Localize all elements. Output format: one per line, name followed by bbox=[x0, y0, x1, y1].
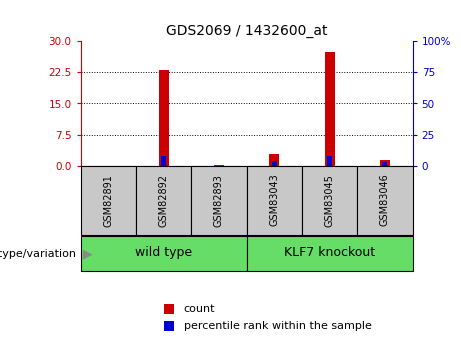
Bar bbox=[164, 321, 174, 331]
Bar bbox=[380, 160, 390, 166]
Bar bbox=[81, 237, 247, 270]
Bar bbox=[214, 165, 224, 166]
Bar bbox=[161, 156, 166, 166]
Bar bbox=[383, 162, 387, 166]
Text: GSM83043: GSM83043 bbox=[269, 174, 279, 226]
Bar bbox=[272, 161, 277, 166]
Text: GSM83046: GSM83046 bbox=[380, 174, 390, 226]
Title: GDS2069 / 1432600_at: GDS2069 / 1432600_at bbox=[166, 23, 327, 38]
Text: genotype/variation: genotype/variation bbox=[0, 249, 76, 258]
Bar bbox=[159, 70, 169, 166]
Text: ▶: ▶ bbox=[83, 247, 93, 260]
Text: GSM82891: GSM82891 bbox=[103, 174, 113, 227]
Bar bbox=[247, 237, 413, 270]
Bar bbox=[357, 166, 413, 235]
Bar bbox=[136, 166, 191, 235]
Text: GSM82892: GSM82892 bbox=[159, 174, 169, 227]
Bar bbox=[191, 166, 247, 235]
Bar bbox=[81, 166, 136, 235]
Text: GSM83045: GSM83045 bbox=[325, 174, 335, 227]
Bar bbox=[269, 155, 279, 166]
Bar bbox=[302, 166, 357, 235]
Bar bbox=[325, 52, 335, 166]
Bar bbox=[247, 166, 302, 235]
Text: percentile rank within the sample: percentile rank within the sample bbox=[183, 321, 372, 331]
Text: wild type: wild type bbox=[135, 246, 192, 259]
Text: count: count bbox=[183, 304, 215, 314]
Bar bbox=[327, 156, 332, 166]
Text: GSM82893: GSM82893 bbox=[214, 174, 224, 227]
Bar bbox=[164, 304, 174, 314]
Text: KLF7 knockout: KLF7 knockout bbox=[284, 246, 375, 259]
